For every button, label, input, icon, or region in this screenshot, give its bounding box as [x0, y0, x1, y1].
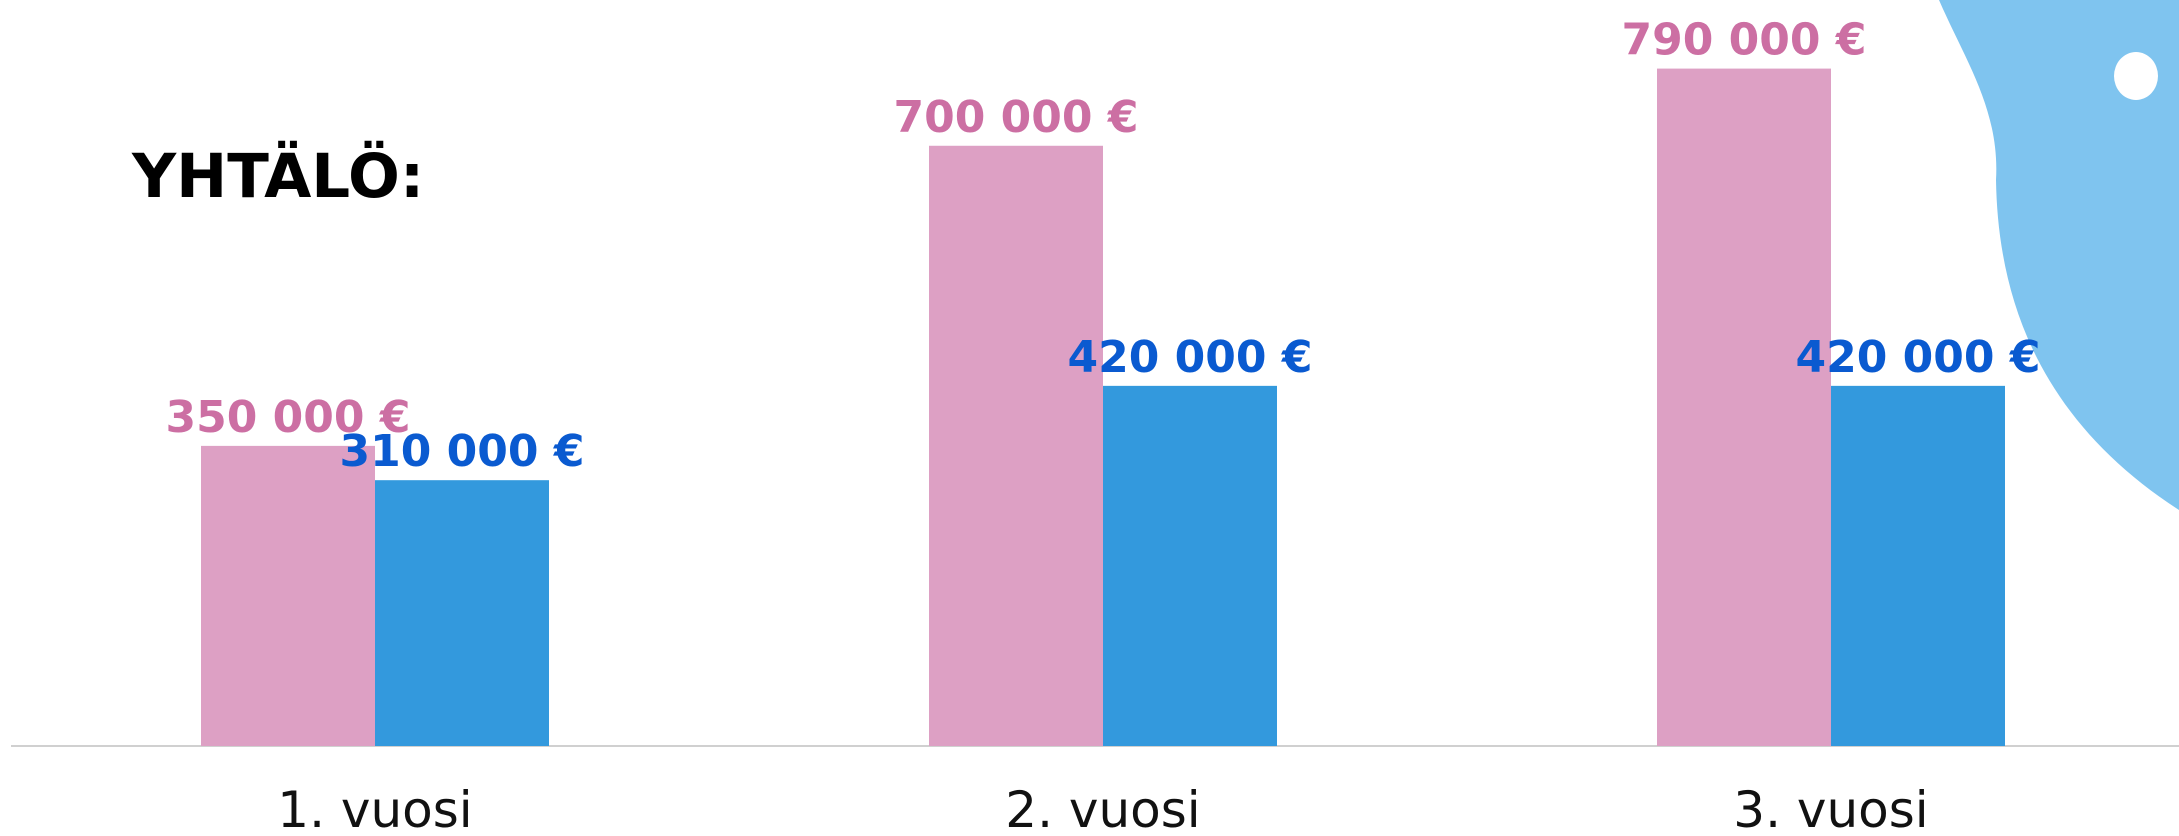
value-label: 700 000 €	[894, 92, 1139, 143]
bar	[201, 445, 375, 746]
x-tick-label: 3. vuosi	[1733, 781, 1928, 836]
value-label: 420 000 €	[1796, 332, 2041, 383]
decorative-spot	[2114, 52, 2158, 100]
bar	[375, 480, 549, 746]
x-tick-label: 2. vuosi	[1005, 781, 1200, 836]
bar	[1103, 385, 1277, 746]
value-label: 790 000 €	[1622, 15, 1867, 66]
decorative-blob	[1939, 0, 2179, 510]
value-label: 350 000 €	[166, 392, 411, 443]
bar	[1831, 385, 2005, 746]
chart-title: YHTÄLÖ:	[131, 140, 424, 212]
value-label: 310 000 €	[340, 426, 585, 477]
bar	[929, 145, 1103, 746]
value-label: 420 000 €	[1068, 332, 1313, 383]
x-tick-label: 1. vuosi	[277, 781, 472, 836]
bar	[1657, 68, 1831, 746]
